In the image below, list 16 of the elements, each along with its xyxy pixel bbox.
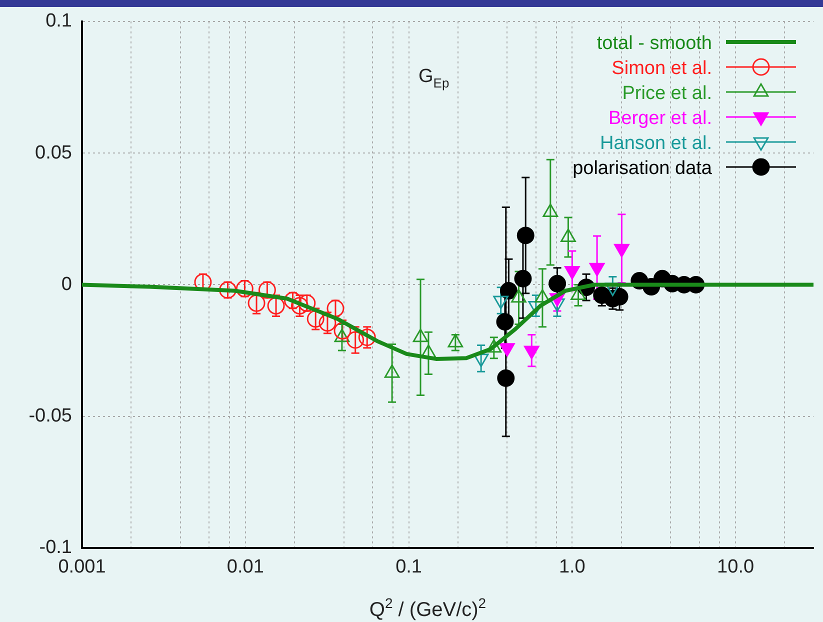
legend-label: Simon et al.: [612, 58, 712, 79]
y-tick-label: 0.1: [46, 10, 72, 32]
legend-label: Berger et al.: [608, 108, 712, 129]
y-tick-label: -0.1: [39, 537, 72, 558]
y-tick-label: 0: [61, 274, 72, 295]
y-tick-label: -0.05: [28, 406, 72, 427]
legend-label: total - smooth: [596, 33, 712, 54]
legend-label: Price et al.: [622, 83, 712, 104]
y-tick-label: 0.05: [35, 142, 72, 164]
legend-label: Hanson et al.: [600, 133, 712, 154]
x-tick-label: 10.0: [717, 556, 754, 578]
x-tick-label: 0.01: [226, 556, 264, 578]
x-tick-label: 0.001: [58, 556, 106, 578]
x-tick-label: 1.0: [558, 556, 586, 578]
legend-label: polarisation data: [572, 158, 712, 179]
x-tick-label: 0.1: [396, 556, 422, 578]
